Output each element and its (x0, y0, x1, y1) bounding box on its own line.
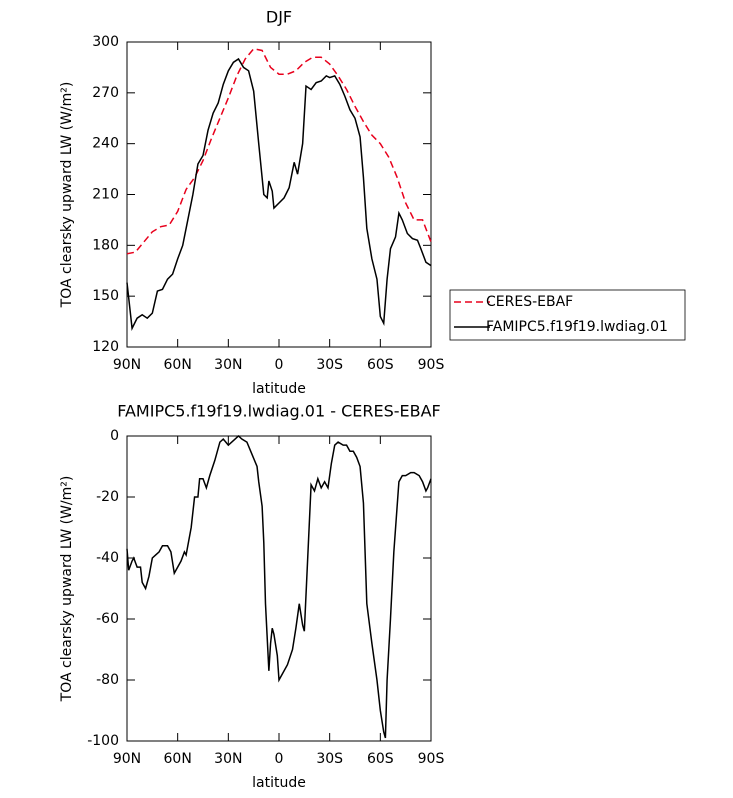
x-tick-label: 60S (367, 357, 394, 373)
plot-frame (126, 41, 432, 348)
x-tick-label: 30S (316, 357, 343, 373)
y-axis-label: TOA clearsky upward LW (W/m²) (59, 476, 75, 703)
x-tick-label: 90S (418, 751, 445, 767)
y-tick-label: 210 (92, 187, 119, 203)
y-tick-label: 300 (92, 34, 119, 50)
series-line (126, 434, 432, 739)
series-line (126, 47, 432, 255)
x-axis-label: latitude (252, 381, 306, 397)
x-tick-label: 90S (418, 357, 445, 373)
y-tick-label: -100 (87, 733, 119, 749)
x-axis-label: latitude (252, 775, 306, 791)
y-tick-label: 240 (92, 136, 119, 152)
chart-title: FAMIPC5.f19f19.lwdiag.01 - CERES-EBAF (117, 402, 441, 421)
x-tick-label: 90N (113, 357, 141, 373)
y-tick-label: -20 (96, 489, 119, 505)
y-tick-label: 150 (92, 288, 119, 304)
x-tick-label: 60N (164, 751, 192, 767)
x-tick-label: 30N (214, 357, 242, 373)
y-axis-label: TOA clearsky upward LW (W/m²) (59, 82, 75, 309)
y-tick-label: 180 (92, 237, 119, 253)
legend-label: FAMIPC5.f19f19.lwdiag.01 (486, 319, 668, 335)
x-tick-label: 0 (275, 751, 284, 767)
x-tick-label: 30S (316, 751, 343, 767)
plot-frame (126, 435, 432, 742)
legend-label: CERES-EBAF (486, 294, 573, 310)
x-tick-label: 90N (113, 751, 141, 767)
x-tick-label: 60N (164, 357, 192, 373)
y-tick-label: -80 (96, 672, 119, 688)
chart-title: DJF (266, 8, 292, 27)
y-tick-label: 270 (92, 85, 119, 101)
y-tick-label: 0 (110, 428, 119, 444)
x-tick-label: 0 (275, 357, 284, 373)
legend-box (449, 289, 686, 341)
y-tick-label: -60 (96, 611, 119, 627)
x-tick-label: 60S (367, 751, 394, 767)
y-tick-label: 120 (92, 339, 119, 355)
y-tick-label: -40 (96, 550, 119, 566)
series-line (126, 57, 432, 331)
x-tick-label: 30N (214, 751, 242, 767)
